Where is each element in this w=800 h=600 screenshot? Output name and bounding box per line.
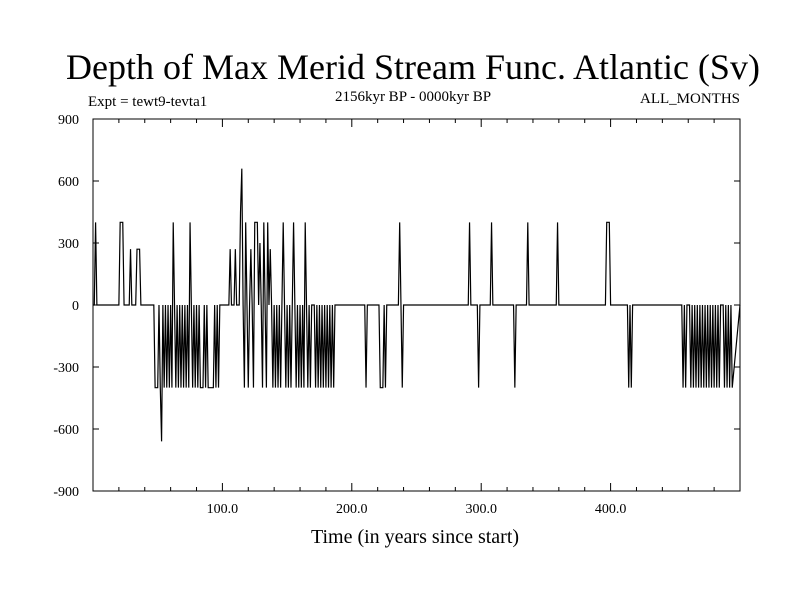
y-tick-label: -600	[53, 423, 79, 438]
season-label: ALL_MONTHS	[640, 91, 740, 107]
x-axis-label: Time (in years since start)	[311, 526, 519, 548]
y-tick-label: 900	[58, 113, 79, 128]
y-tick-label: 600	[58, 175, 79, 190]
x-tick-label: 400.0	[595, 502, 627, 517]
x-tick-label: 100.0	[207, 502, 239, 517]
x-tick-label: 300.0	[465, 502, 497, 517]
y-tick-label: 0	[72, 299, 79, 314]
x-tick-label: 200.0	[336, 502, 368, 517]
x-axis: 100.0 200.0 300.0 400.0	[118, 119, 715, 517]
series-line	[93, 168, 741, 442]
y-tick-label: 300	[58, 237, 79, 252]
y-axis: -900 -600 -300 0 300 600 900	[53, 113, 740, 500]
period-label: 2156kyr BP - 0000kyr BP	[335, 89, 491, 105]
experiment-label: Expt = tewt9-tevta1	[88, 94, 207, 110]
y-tick-label: -900	[53, 485, 79, 500]
y-tick-label: -300	[53, 361, 79, 376]
chart-title: Depth of Max Merid Stream Func. Atlantic…	[66, 47, 760, 87]
